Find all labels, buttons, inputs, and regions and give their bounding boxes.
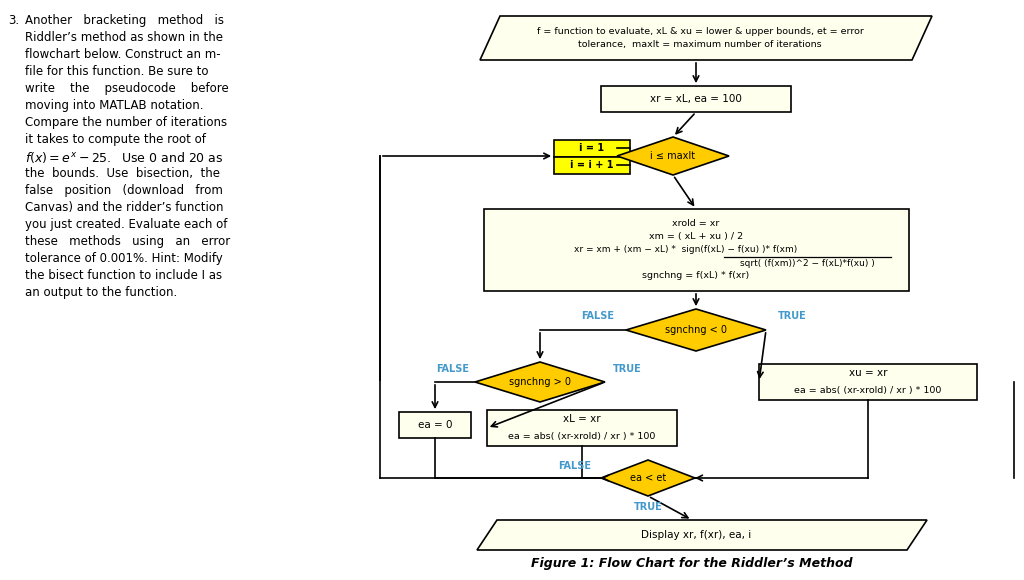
Text: TRUE: TRUE <box>612 364 641 374</box>
Text: ea = abs( (xr-xrold) / xr ) * 100: ea = abs( (xr-xrold) / xr ) * 100 <box>508 433 655 441</box>
Text: ea = abs( (xr-xrold) / xr ) * 100: ea = abs( (xr-xrold) / xr ) * 100 <box>795 386 942 396</box>
Text: ea < et: ea < et <box>630 473 667 483</box>
Polygon shape <box>617 137 729 175</box>
Text: you just created. Evaluate each of: you just created. Evaluate each of <box>25 218 227 231</box>
Text: write    the    pseudocode    before: write the pseudocode before <box>25 82 228 95</box>
Text: TRUE: TRUE <box>634 502 663 512</box>
Text: an output to the function.: an output to the function. <box>25 286 177 299</box>
Text: Figure 1: Flow Chart for the Riddler’s Method: Figure 1: Flow Chart for the Riddler’s M… <box>531 556 853 570</box>
Polygon shape <box>475 362 605 402</box>
Polygon shape <box>480 16 932 60</box>
Text: ea = 0: ea = 0 <box>418 420 453 430</box>
Text: Canvas) and the ridder’s function: Canvas) and the ridder’s function <box>25 201 223 214</box>
Bar <box>399 412 471 438</box>
Text: flowchart below. Construct an m-: flowchart below. Construct an m- <box>25 48 220 61</box>
Text: Compare the number of iterations: Compare the number of iterations <box>25 116 227 129</box>
Text: file for this function. Be sure to: file for this function. Be sure to <box>25 65 209 78</box>
Text: these   methods   using   an   error: these methods using an error <box>25 235 230 248</box>
Text: i = 1: i = 1 <box>580 143 604 153</box>
Bar <box>487 410 677 446</box>
Text: xm = ( xL + xu ) / 2: xm = ( xL + xu ) / 2 <box>649 233 743 241</box>
Bar <box>759 364 977 400</box>
Text: sgnchng > 0: sgnchng > 0 <box>509 377 571 387</box>
Text: sgnchng = f(xL) * f(xr): sgnchng = f(xL) * f(xr) <box>642 271 750 281</box>
Text: sgnchng < 0: sgnchng < 0 <box>665 325 727 335</box>
Text: sqrt( (f(xm))^2 − f(xL)*f(xu) ): sqrt( (f(xm))^2 − f(xL)*f(xu) ) <box>739 259 874 267</box>
Text: it takes to compute the root of: it takes to compute the root of <box>25 133 206 146</box>
Text: tolerance,  maxIt = maximum number of iterations: tolerance, maxIt = maximum number of ite… <box>579 41 822 49</box>
Bar <box>483 209 908 291</box>
Text: Display xr, f(xr), ea, i: Display xr, f(xr), ea, i <box>641 530 752 540</box>
Polygon shape <box>601 460 695 496</box>
Text: FALSE: FALSE <box>582 311 614 321</box>
Text: false   position   (download   from: false position (download from <box>25 184 223 197</box>
Text: xL = xr: xL = xr <box>563 414 601 424</box>
Bar <box>554 140 630 157</box>
Polygon shape <box>477 520 927 550</box>
Text: Riddler’s method as shown in the: Riddler’s method as shown in the <box>25 31 223 44</box>
Polygon shape <box>626 309 766 351</box>
Text: f = function to evaluate, xL & xu = lower & upper bounds, et = error: f = function to evaluate, xL & xu = lowe… <box>537 27 863 35</box>
Text: i = i + 1: i = i + 1 <box>570 160 613 170</box>
Text: the bisect function to include I as: the bisect function to include I as <box>25 269 222 282</box>
Text: xrold = xr: xrold = xr <box>673 219 720 229</box>
Text: TRUE: TRUE <box>777 311 806 321</box>
Text: FALSE: FALSE <box>436 364 469 374</box>
Text: Another   bracketing   method   is: Another bracketing method is <box>25 14 224 27</box>
Text: 3.: 3. <box>8 14 19 27</box>
Text: $f(x) = e^x - 25.$  Use 0 and 20 as: $f(x) = e^x - 25.$ Use 0 and 20 as <box>25 150 223 165</box>
Text: moving into MATLAB notation.: moving into MATLAB notation. <box>25 99 204 112</box>
Bar <box>601 86 791 112</box>
Text: FALSE: FALSE <box>558 461 592 471</box>
Text: xr = xm + (xm − xL) *  sign(f(xL) − f(xu) )* f(xm): xr = xm + (xm − xL) * sign(f(xL) − f(xu)… <box>574 245 798 255</box>
Bar <box>554 157 630 173</box>
Text: tolerance of 0.001%. Hint: Modify: tolerance of 0.001%. Hint: Modify <box>25 252 223 265</box>
Text: the  bounds.  Use  bisection,  the: the bounds. Use bisection, the <box>25 167 220 180</box>
Text: i ≤ maxIt: i ≤ maxIt <box>650 151 695 161</box>
Text: xu = xr: xu = xr <box>849 368 887 378</box>
Text: xr = xL, ea = 100: xr = xL, ea = 100 <box>650 94 742 104</box>
